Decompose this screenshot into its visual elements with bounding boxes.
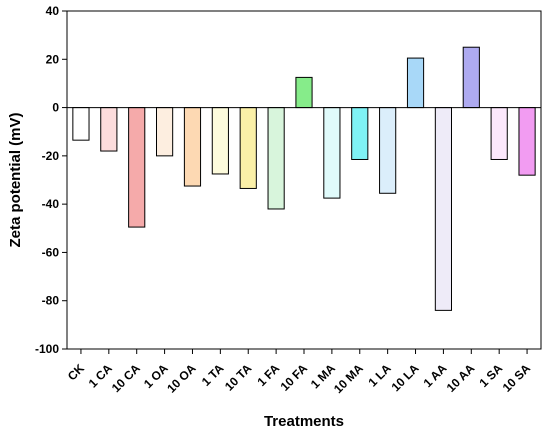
bar	[406, 57, 425, 109]
x-tick-label: 10 SA	[500, 361, 534, 395]
bar	[72, 107, 90, 141]
bar	[267, 107, 285, 210]
x-tick-label: 10 AA	[444, 361, 478, 395]
y-tick-label: -40	[42, 197, 60, 211]
y-tick-label: 0	[52, 101, 59, 115]
y-tick-label: -20	[42, 149, 60, 163]
y-tick-label: -60	[42, 245, 60, 259]
bar	[434, 107, 452, 311]
y-axis-title: Zeta potential (mV)	[7, 112, 24, 247]
bar	[156, 107, 174, 157]
bar	[462, 46, 480, 109]
y-tick-label: -100	[35, 342, 59, 356]
x-tick-label: 10 LA	[389, 361, 422, 394]
bar	[490, 107, 508, 160]
bar	[239, 107, 257, 189]
y-tick-label: -80	[42, 294, 60, 308]
y-axis-ticks: -100 -80 -60 -40 -20 0 20 40	[35, 4, 67, 356]
bar	[295, 76, 313, 109]
plot-frame	[66, 10, 542, 350]
x-tick-label: CK	[65, 361, 87, 383]
bars-group	[72, 46, 536, 311]
x-tick-label: 10 FA	[278, 361, 311, 394]
bar	[323, 107, 341, 199]
bar	[351, 107, 369, 160]
bar	[183, 107, 202, 187]
y-tick-label: 20	[46, 52, 60, 66]
bar	[518, 107, 536, 176]
x-tick-label: 10 MA	[331, 361, 366, 396]
bar	[100, 107, 118, 152]
bar	[211, 107, 229, 175]
x-tick-label: 10 TA	[222, 361, 255, 394]
bar	[128, 107, 146, 228]
x-axis-title: Treatments	[264, 413, 344, 430]
bar	[379, 107, 397, 194]
x-tick-label: 10 CA	[109, 361, 143, 395]
x-tick-label: 10 OA	[164, 361, 199, 396]
y-tick-label: 40	[46, 4, 60, 18]
